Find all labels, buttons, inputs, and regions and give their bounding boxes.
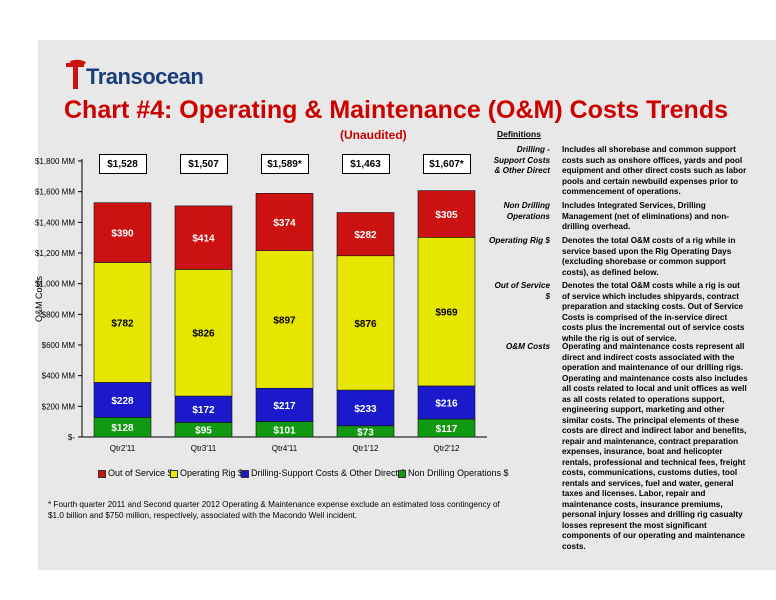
slide-background [38, 40, 776, 570]
x-tick-label: Qtr4'11 [272, 444, 298, 453]
bar-segment [93, 262, 152, 383]
y-tick-label: $- [68, 433, 75, 442]
bar-value-label: $414 [192, 234, 215, 245]
bar-segment [417, 237, 476, 387]
definition-text-non-drilling: Includes Integrated Services, Drilling M… [562, 201, 729, 231]
bar-total-box: $1,507 [179, 154, 228, 174]
x-tick-label: Qtr2'12 [434, 444, 461, 453]
definition-text-out-of-service: Denotes the total O&M costs while a rig … [562, 281, 745, 343]
bar-value-label: $826 [192, 329, 215, 340]
bar-segment [336, 255, 395, 391]
y-tick-label: $600 MM [42, 341, 76, 350]
x-tick-label: Qtr2'11 [110, 444, 136, 453]
bar-segment [174, 395, 233, 423]
transocean-logo-icon [66, 59, 86, 89]
bar-value-label: $172 [192, 405, 215, 416]
bar-value-label: $305 [435, 210, 458, 221]
legend-label-drilling-support: Drilling-Support Costs & Other Direct $ [251, 468, 406, 478]
y-tick-label: $800 MM [42, 310, 76, 319]
legend-item-non-drilling: Non Drilling Operations $ [398, 468, 509, 478]
bar-segment [255, 193, 314, 252]
definition-text-operating-rig: Denotes the total O&M costs of a rig whi… [562, 236, 736, 277]
footnote: * Fourth quarter 2011 and Second quarter… [48, 500, 500, 520]
y-tick-label: $1,800 MM [35, 157, 75, 166]
bar-segment [93, 202, 152, 263]
bar-value-label: $73 [357, 427, 374, 438]
legend-label-operating-rig: Operating Rig $ [180, 468, 244, 478]
bar-value-label: $876 [354, 319, 377, 330]
legend-label-non-drilling: Non Drilling Operations $ [408, 468, 509, 478]
bar-value-label: $374 [273, 218, 296, 229]
definition-term-om-costs: O&M Costs [505, 342, 550, 351]
definition-term-operating-rig: Operating Rig $ [489, 236, 550, 245]
bar-segment [255, 250, 314, 389]
legend-swatch-non-drilling [398, 469, 406, 478]
bar-total-box: $1,607* [422, 154, 471, 174]
bar-segment [174, 205, 233, 270]
legend-item-operating-rig: Operating Rig $ [170, 468, 243, 478]
bar-segment [174, 269, 233, 397]
y-tick-label: $1,000 MM [35, 280, 75, 289]
bar-value-label: $782 [111, 318, 134, 329]
page-subtitle: (Unaudited) [340, 128, 407, 142]
definition-term-non-drilling: Non Drilling Operations [503, 201, 550, 221]
definition-text-om-costs: Operating and maintenance costs represen… [562, 342, 748, 551]
bar-value-label: $233 [354, 404, 377, 415]
bar-segment [255, 387, 314, 422]
legend-swatch-operating-rig [170, 469, 178, 478]
bar-value-label: $897 [273, 315, 296, 326]
definitions-heading: Definitions [497, 129, 541, 139]
top-bar [0, 0, 776, 40]
legend-swatch-drilling-support [241, 469, 249, 478]
bar-total-box: $1,463 [341, 154, 390, 174]
y-tick-label: $200 MM [42, 402, 76, 411]
bar-value-label: $390 [111, 229, 134, 240]
bar-value-label: $282 [354, 230, 377, 241]
y-tick-label: $1,200 MM [35, 249, 75, 258]
x-tick-label: Qtr1'12 [353, 444, 380, 453]
bar-value-label: $228 [111, 396, 134, 407]
bar-value-label: $117 [436, 424, 458, 435]
legend-swatch-out-of-service [98, 469, 106, 478]
definition-term-out-of-service: Out of Service $ [494, 281, 550, 301]
page-title: Chart #4: Operating & Maintenance (O&M) … [64, 96, 728, 124]
bar-value-label: $95 [195, 426, 212, 437]
y-tick-label: $400 MM [42, 372, 76, 381]
legend-label-out-of-service: Out of Service $ [108, 468, 173, 478]
y-tick-label: $1,600 MM [35, 188, 75, 197]
logo-text: Transocean [86, 64, 204, 89]
legend-item-out-of-service: Out of Service $ [98, 468, 173, 478]
chart-legend: Out of Service $ Operating Rig $ Drillin… [98, 462, 509, 484]
y-tick-label: $1,400 MM [35, 218, 75, 227]
bar-value-label: $217 [273, 401, 296, 412]
definition-text-drilling-support: Includes all shorebase and common suppor… [562, 145, 747, 196]
bar-segment [93, 382, 152, 418]
bar-total-box: $1,528 [98, 154, 147, 174]
bar-value-label: $216 [435, 399, 458, 410]
y-axis-title: O&M Costs [34, 276, 44, 323]
bar-segment [417, 385, 476, 420]
bar-segment [336, 212, 395, 257]
bar-value-label: $101 [273, 425, 296, 436]
bar-value-label: $128 [111, 423, 134, 434]
legend-item-drilling-support: Drilling-Support Costs & Other Direct $ [241, 468, 406, 478]
bar-segment [417, 190, 476, 238]
bar-total-box: $1,589* [260, 154, 309, 174]
bar-segment [336, 389, 395, 427]
definition-term-drilling-support: Drilling - Support Costs & Other Direct [493, 145, 550, 175]
bar-value-label: $969 [435, 308, 458, 319]
x-tick-label: Qtr3'11 [191, 444, 217, 453]
